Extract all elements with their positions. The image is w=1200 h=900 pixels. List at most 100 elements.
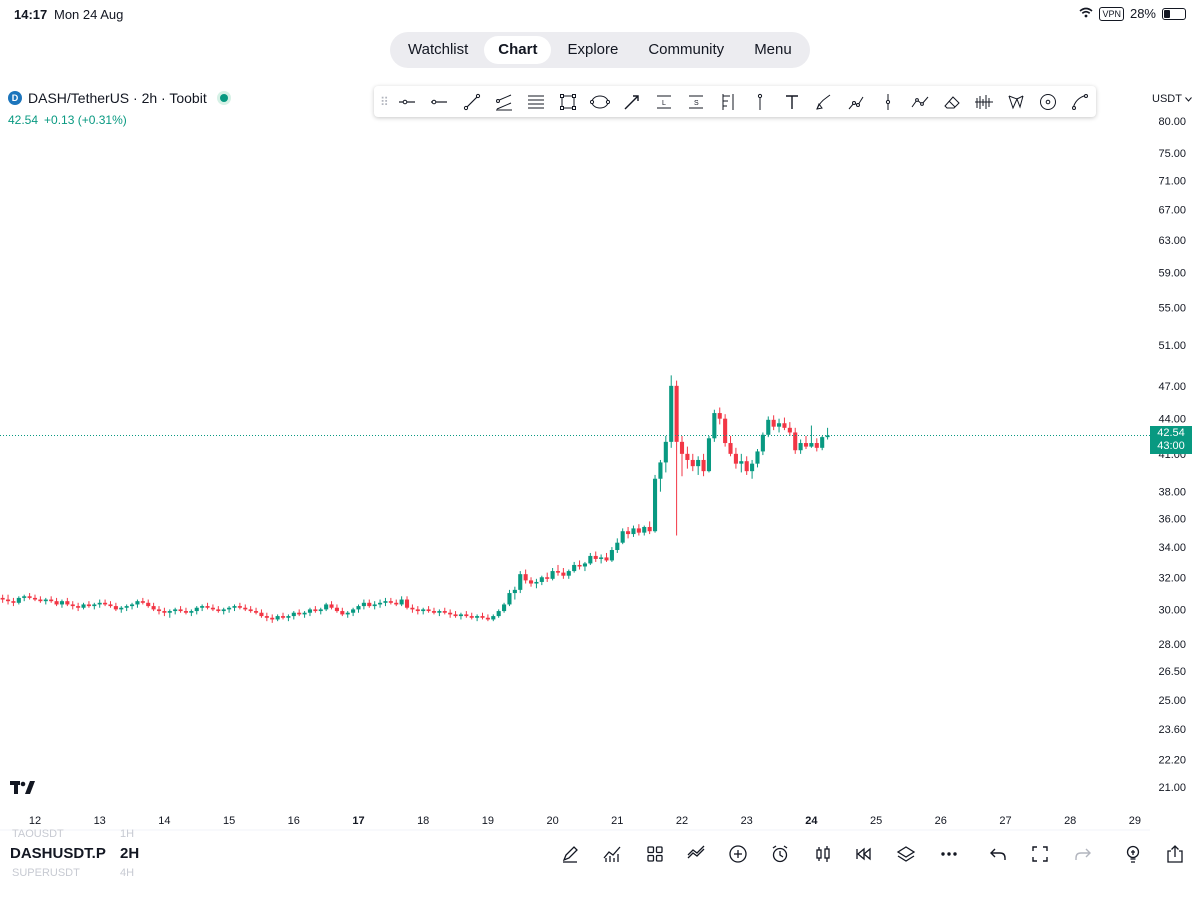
replay-button[interactable] xyxy=(852,842,876,866)
volume-profile-tool[interactable] xyxy=(968,87,1000,117)
candle-body xyxy=(162,611,167,613)
long-position-tool[interactable]: L xyxy=(648,87,680,117)
y-axis-tick-label: 36.00 xyxy=(1158,514,1186,526)
arrow-icon xyxy=(624,94,639,109)
candlestick-button[interactable] xyxy=(811,842,835,866)
parallel-channel-tool[interactable] xyxy=(488,87,520,117)
current-price-label: 42.54 xyxy=(1157,427,1185,439)
share-icon xyxy=(1167,845,1183,863)
vertical-line-tool[interactable] xyxy=(872,87,904,117)
tab-watchlist[interactable]: Watchlist xyxy=(408,41,469,58)
tab-explore[interactable]: Explore xyxy=(567,41,619,58)
polyline-icon xyxy=(911,96,929,107)
candle-body xyxy=(782,423,787,428)
idea-button[interactable] xyxy=(1121,842,1145,866)
candle-body xyxy=(146,602,151,607)
currency-select[interactable]: USDT xyxy=(1152,90,1194,108)
undo-icon xyxy=(990,848,1006,860)
candle-body xyxy=(5,599,11,602)
tab-community[interactable]: Community xyxy=(648,41,725,58)
bar-countdown-label: 43:00 xyxy=(1157,440,1185,452)
candle-body xyxy=(609,550,614,561)
candle-body xyxy=(119,607,124,610)
tab-menu[interactable]: Menu xyxy=(754,41,792,58)
arrow-tool[interactable] xyxy=(616,87,648,117)
xabcd-pattern-tool[interactable] xyxy=(1000,87,1032,117)
undo-button[interactable] xyxy=(986,842,1010,866)
ellipse-tool[interactable] xyxy=(584,87,616,117)
vertical-ruler-tool[interactable] xyxy=(744,87,776,117)
candle-body xyxy=(599,557,604,559)
horizontal-ray-tool[interactable] xyxy=(391,87,423,117)
layers-button[interactable] xyxy=(894,842,918,866)
more-button[interactable] xyxy=(937,842,961,866)
candle-body xyxy=(636,528,641,533)
candle-body xyxy=(696,459,701,467)
drag-handle-icon[interactable]: ⠿ xyxy=(380,94,389,109)
x-axis-tick-label: 21 xyxy=(611,815,623,827)
candle-body xyxy=(523,574,528,581)
candle-body xyxy=(16,597,21,603)
drawing-toolbar: ⠿ L S xyxy=(374,86,1096,117)
pencil-button[interactable] xyxy=(558,842,582,866)
indicators-button[interactable] xyxy=(600,842,624,866)
active-symbol[interactable]: DASHUSDT.P xyxy=(10,845,106,862)
rectangle-icon xyxy=(559,93,576,110)
candle-body xyxy=(475,616,480,618)
pitchfork-tool[interactable] xyxy=(712,87,744,117)
candlestick-icon xyxy=(816,846,830,862)
polyline-tool[interactable] xyxy=(904,87,936,117)
symbol-header[interactable]: D DASH/TetherUS · 2h · Toobit xyxy=(8,90,231,106)
plus-circle-icon xyxy=(729,845,747,863)
fib-retracement-tool[interactable] xyxy=(520,87,552,117)
y-axis-tick-label: 55.00 xyxy=(1158,303,1186,315)
text-tool[interactable] xyxy=(776,87,808,117)
candle-body xyxy=(280,616,286,618)
active-interval[interactable]: 2H xyxy=(120,845,140,862)
alarm-button[interactable] xyxy=(768,842,792,866)
compare-icon xyxy=(687,845,705,859)
x-axis-tick-label: 25 xyxy=(870,815,882,827)
eraser-tool[interactable] xyxy=(936,87,968,117)
share-button[interactable] xyxy=(1163,842,1187,866)
candle-body xyxy=(507,593,512,605)
circle-tool[interactable] xyxy=(1032,87,1064,117)
candle-body xyxy=(43,599,48,602)
candle-body xyxy=(528,580,534,584)
battery-percent: 28% xyxy=(1129,6,1156,21)
horizontal-line-tool[interactable] xyxy=(423,87,455,117)
brush-tool[interactable] xyxy=(808,87,840,117)
vertical-ruler-icon xyxy=(757,93,762,110)
short-position-tool[interactable]: S xyxy=(680,87,712,117)
plus-circle-button[interactable] xyxy=(726,842,750,866)
candle-body xyxy=(723,418,728,444)
rectangle-tool[interactable] xyxy=(552,87,584,117)
candle-body xyxy=(701,459,706,472)
candle-body xyxy=(216,609,221,612)
tab-chart[interactable]: Chart xyxy=(484,36,552,64)
fullscreen-button[interactable] xyxy=(1028,842,1052,866)
candle-body xyxy=(178,609,183,612)
candle-body xyxy=(65,601,70,605)
candle-body xyxy=(404,599,410,608)
compare-button[interactable] xyxy=(684,842,708,866)
curve-tool[interactable] xyxy=(1064,87,1096,117)
y-axis-tick-label: 38.00 xyxy=(1158,487,1186,499)
candle-body xyxy=(679,441,685,454)
y-axis-tick-label: 26.50 xyxy=(1158,666,1186,678)
y-axis-tick-label: 63.00 xyxy=(1158,235,1186,247)
svg-text:S: S xyxy=(694,100,699,107)
redo-button[interactable] xyxy=(1071,842,1095,866)
tradingview-logo[interactable] xyxy=(10,781,36,800)
candle-body xyxy=(588,555,593,564)
candle-body xyxy=(820,437,825,448)
trend-line-tool[interactable] xyxy=(456,87,488,117)
candle-body xyxy=(54,601,59,605)
candle-body xyxy=(744,461,749,472)
path-tool[interactable] xyxy=(840,87,872,117)
path-icon xyxy=(848,96,864,109)
symbol-title[interactable]: DASH/TetherUS · 2h · Toobit xyxy=(28,90,207,106)
y-axis-tick-label: 30.00 xyxy=(1158,604,1186,616)
grid-layout-button[interactable] xyxy=(643,842,667,866)
